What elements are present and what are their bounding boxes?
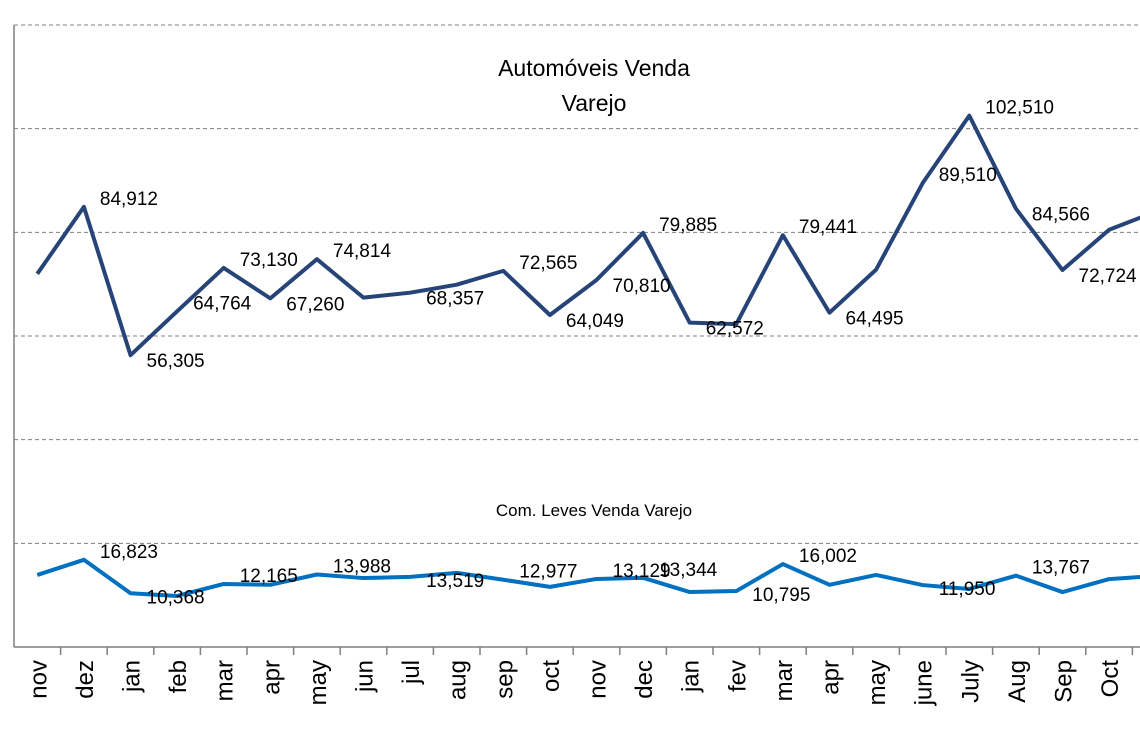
data-label: 89,510 — [939, 165, 997, 186]
data-label: 84,566 — [1032, 205, 1090, 226]
series-line — [36, 557, 1140, 598]
data-label: 12,977 — [519, 562, 577, 583]
data-label: 62,572 — [706, 319, 764, 340]
x-tick-label: jan — [678, 660, 705, 693]
x-tick-label: nov — [585, 660, 612, 699]
series-title: Varejo — [562, 90, 627, 116]
data-label: 67,260 — [286, 294, 344, 315]
data-label: 13,988 — [333, 556, 391, 577]
x-tick-label: mar — [771, 660, 798, 701]
x-tick-label: may — [305, 660, 332, 705]
x-tick-label: nov — [25, 660, 52, 699]
data-label: 10,368 — [147, 587, 205, 608]
x-tick-label: dez — [72, 660, 99, 699]
data-label: 12,165 — [240, 566, 298, 587]
data-label: 64,049 — [566, 311, 624, 332]
data-label: 68,357 — [426, 289, 484, 310]
data-label: 79,441 — [799, 217, 857, 238]
series-line — [35, 113, 1140, 358]
x-tick-label: jan — [119, 660, 146, 693]
x-tick-label: July — [957, 660, 984, 703]
data-label: 13,767 — [1032, 558, 1090, 579]
data-label: 64,495 — [846, 309, 904, 330]
x-tick-label: feb — [165, 660, 192, 693]
data-label: 64,764 — [193, 293, 252, 314]
x-tick-label: apr — [818, 660, 845, 695]
x-tick-label: jun — [352, 660, 379, 693]
x-tick-label: mar — [212, 660, 239, 701]
data-label: 13,344 — [659, 560, 718, 581]
x-tick-label: dec — [631, 660, 658, 699]
data-label: 72,565 — [519, 253, 577, 274]
x-tick-label: apr — [258, 660, 285, 695]
data-label: 84,912 — [100, 189, 158, 210]
data-label: 56,305 — [147, 351, 205, 372]
data-label: 79,885 — [659, 215, 717, 236]
x-tick-label: sep — [491, 660, 518, 699]
series-title: Automóveis Venda — [498, 55, 690, 81]
x-tick-label: Sep — [1051, 660, 1078, 703]
x-tick-label: Oct — [1097, 660, 1124, 698]
x-tick-label: june — [911, 660, 938, 706]
x-tick-label: jul — [398, 660, 425, 685]
data-label: 16,823 — [100, 542, 158, 563]
x-tick-label: aug — [445, 660, 472, 700]
series-title: Com. Leves Venda Varejo — [496, 501, 692, 520]
data-label: 10,795 — [752, 585, 810, 606]
x-tick-label: may — [864, 660, 891, 705]
data-label: 70,810 — [613, 276, 671, 297]
x-tick-label: oct — [538, 660, 565, 692]
x-tick-label: fev — [724, 660, 751, 692]
data-label: 13,129 — [613, 561, 671, 582]
data-label: 13,519 — [426, 571, 484, 592]
data-label: 16,002 — [799, 546, 857, 567]
data-label: 73,130 — [240, 250, 298, 271]
data-label: 72,724 — [1079, 266, 1138, 287]
x-tick-label: Aug — [1004, 660, 1031, 703]
data-label: 11,950 — [939, 579, 996, 600]
data-label: 74,814 — [333, 241, 392, 262]
data-label: 102,510 — [985, 98, 1054, 119]
